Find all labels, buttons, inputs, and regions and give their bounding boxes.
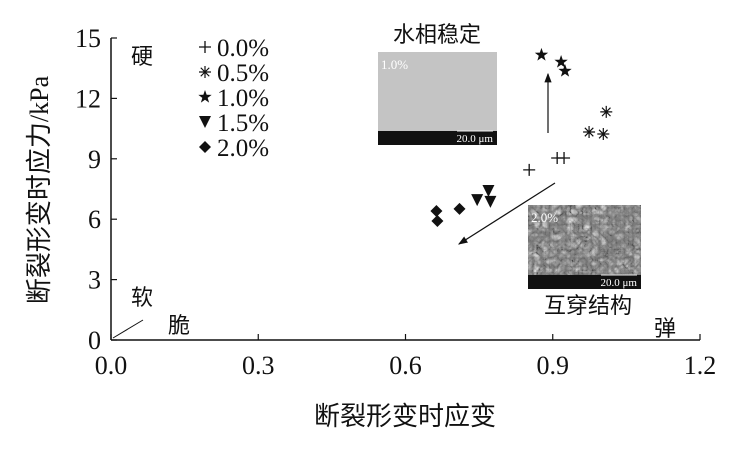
scale-bar-label: 20.0 μm [601,277,638,289]
data-point [484,195,497,208]
annotation-brittle: 脆 [168,313,190,338]
data-point [558,64,572,77]
data-point [431,215,444,228]
y-tick-label: 6 [88,205,101,234]
legend-item: 1.5% [199,110,269,137]
legend-marker [199,41,211,53]
y-tick-label: 12 [75,84,101,113]
legend-marker [198,90,212,103]
scale-bar-label: 20.0 μm [457,133,494,145]
series-0.0% [523,151,571,176]
annotation-aqueous-stable: 水相稳定 [393,22,481,47]
sem-inset-1: 20.0 μm 1.0% [378,52,497,145]
x-axis-label: 断裂形变时应变 [314,402,496,431]
legend-label: 1.5% [217,110,269,137]
arrow-down-left [457,182,556,245]
data-point [482,185,495,198]
sem-image [378,52,497,145]
x-tick-label: 0.9 [537,351,570,380]
legend-label: 2.0% [217,135,269,162]
y-axis-label: 断裂形变时应力/kPa [25,75,54,304]
legend-marker [199,66,211,78]
y-tick-label: 9 [88,145,101,174]
data-point [523,163,536,176]
legend-label: 0.5% [217,60,269,87]
y-tick-label: 15 [75,24,101,53]
series-1.5% [471,185,497,208]
x-tick-label: 0.0 [95,351,128,380]
annotation-soft: 软 [131,285,153,310]
legend-item: 1.0% [198,85,269,112]
data-point [534,47,549,61]
legend-item: 0.0% [199,35,269,62]
annotation-interpenetrating: 互穿结构 [544,293,632,318]
legend-marker [199,141,211,153]
y-tick-label: 0 [88,326,101,355]
legend-item: 2.0% [199,135,269,162]
data-point [471,194,484,207]
legend-label: 1.0% [217,85,269,112]
x-tick-label: 1.2 [684,351,717,380]
legend-item: 0.5% [199,60,269,87]
series-2.0% [430,202,466,228]
inset-label: 1.0% [381,57,408,72]
inset-label: 2.0% [531,210,558,225]
data-point [554,54,568,68]
data-point [583,126,596,139]
data-point [597,128,610,141]
legend-label: 0.0% [217,35,269,62]
series-0.5% [583,105,613,141]
annotation-hard: 硬 [131,44,153,69]
data-point [600,105,613,118]
y-tick-label: 3 [88,266,101,295]
data-point [453,202,466,215]
origin-line [112,319,144,339]
sem-inset-2: 20.0 μm 2.0% [528,205,641,289]
legend-marker [199,116,211,128]
series-1.0% [534,47,572,77]
annotation-elastic: 弹 [654,316,676,341]
data-point [558,151,571,164]
data-point [430,204,443,217]
x-tick-label: 0.3 [242,351,275,380]
x-tick-label: 0.6 [389,351,422,380]
